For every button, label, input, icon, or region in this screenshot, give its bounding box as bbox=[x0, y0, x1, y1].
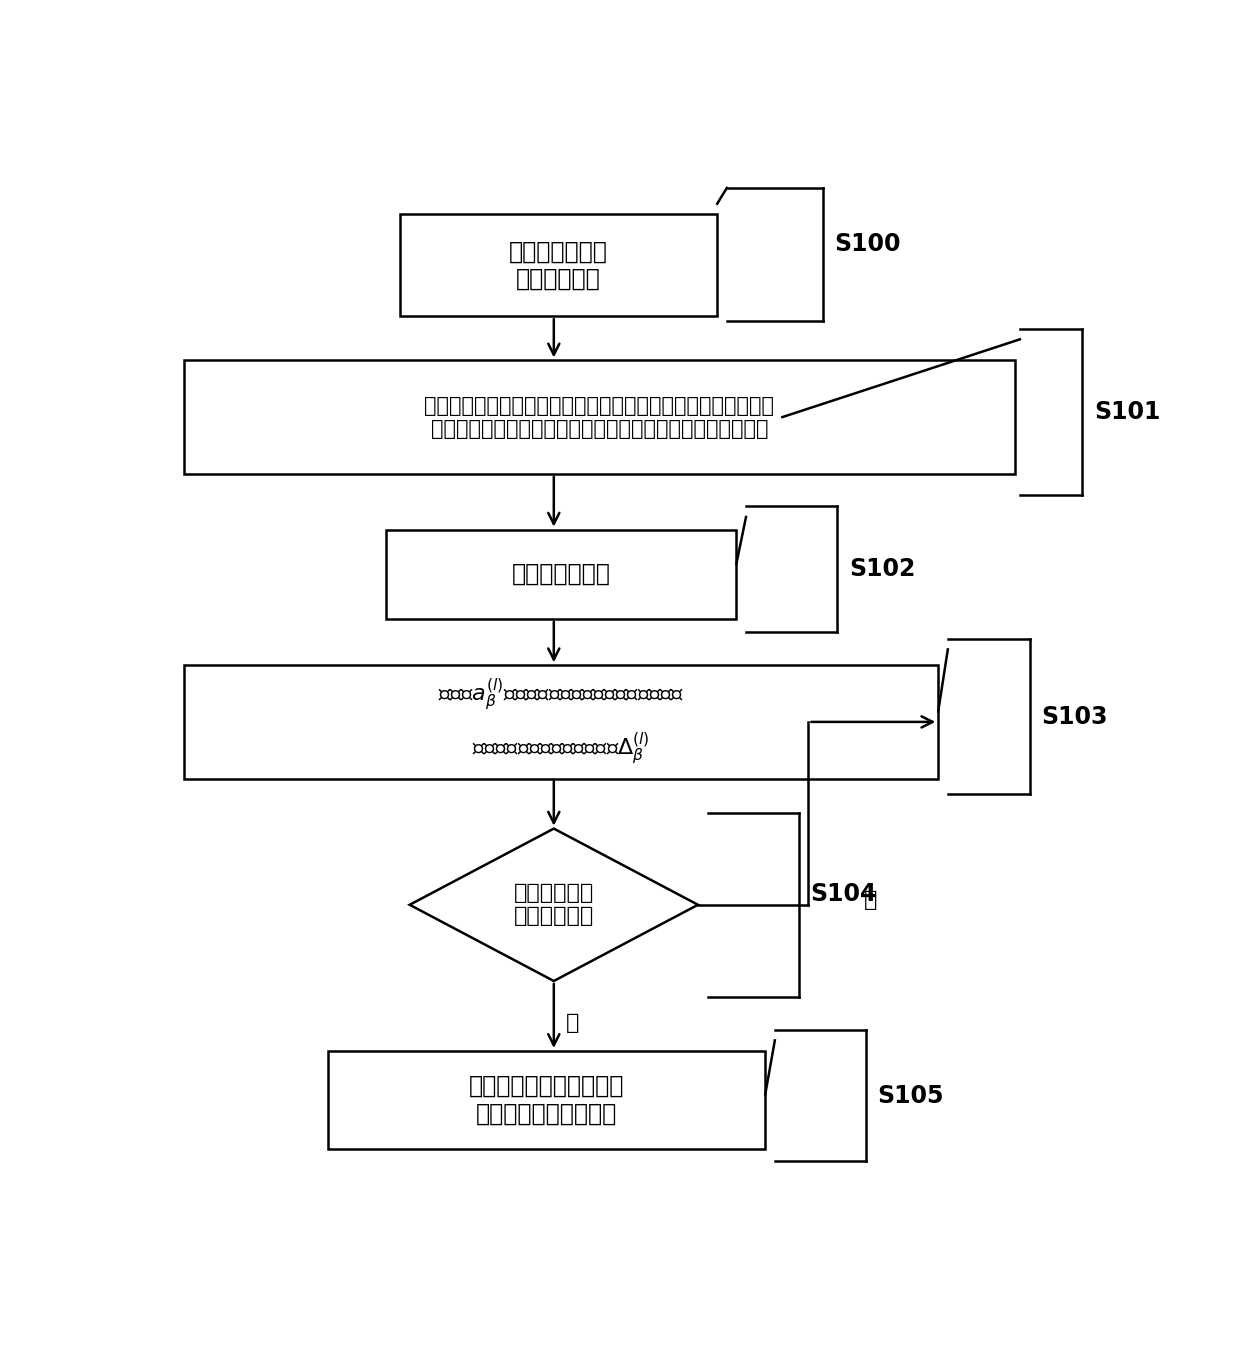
Text: 编写正则方程组: 编写正则方程组 bbox=[512, 562, 610, 586]
Text: 解方程组，求出各参数修正值$\Delta_{\beta}^{(l)}$: 解方程组，求出各参数修正值$\Delta_{\beta}^{(l)}$ bbox=[472, 732, 650, 767]
Text: 振荡器信号的功
率谱数据采集: 振荡器信号的功 率谱数据采集 bbox=[510, 239, 608, 291]
Text: S105: S105 bbox=[878, 1084, 944, 1107]
Bar bbox=[184, 360, 1016, 474]
Text: 均方误差是否
满足既定要求: 均方误差是否 满足既定要求 bbox=[513, 883, 594, 927]
Text: S103: S103 bbox=[1042, 704, 1107, 729]
Bar bbox=[386, 530, 737, 618]
Polygon shape bbox=[409, 829, 698, 981]
Bar bbox=[401, 214, 717, 317]
Text: 将各参数代入相位噪声幂
律模型，求得相位噪声: 将各参数代入相位噪声幂 律模型，求得相位噪声 bbox=[469, 1074, 624, 1126]
Bar bbox=[184, 665, 939, 778]
Text: 根据相位噪声的幂律模型，推导包含有相同参数的振荡器信号功
率谱数学模型，选择非线性最小二乘法估计出输入参数的初值: 根据相位噪声的幂律模型，推导包含有相同参数的振荡器信号功 率谱数学模型，选择非线… bbox=[424, 396, 775, 438]
Text: S101: S101 bbox=[1094, 400, 1161, 425]
Text: S102: S102 bbox=[849, 557, 915, 581]
Text: 是: 是 bbox=[567, 1013, 580, 1033]
Bar bbox=[327, 1051, 765, 1148]
Text: 否: 否 bbox=[864, 890, 878, 909]
Text: S104: S104 bbox=[811, 882, 877, 906]
Text: S100: S100 bbox=[835, 232, 901, 257]
Text: 将参数$a_{\beta}^{(l)}$和对应的功率谱测量数据代入方程，: 将参数$a_{\beta}^{(l)}$和对应的功率谱测量数据代入方程， bbox=[438, 677, 684, 713]
